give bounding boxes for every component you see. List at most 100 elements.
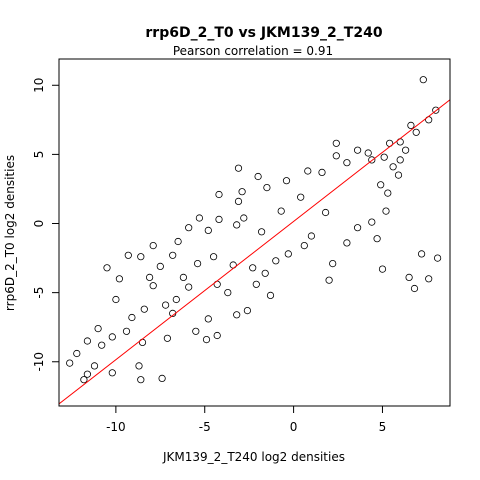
data-point (353, 224, 362, 232)
data-point (332, 152, 340, 160)
data-point (252, 280, 260, 288)
data-point (169, 251, 177, 259)
data-point (325, 276, 333, 284)
x-tick-label: 5 (379, 420, 387, 434)
data-point (384, 189, 392, 197)
data-point (149, 242, 157, 250)
data-point (215, 190, 223, 199)
y-tick-label: 0 (32, 220, 46, 228)
data-point (179, 273, 187, 281)
data-point (108, 369, 116, 377)
y-tick-label: 10 (32, 78, 46, 93)
data-point (243, 306, 251, 315)
x-axis-label: JKM139_2_T240 log2 densities (162, 450, 345, 464)
points-layer (66, 76, 442, 384)
data-point (234, 164, 243, 172)
data-point (83, 370, 92, 378)
data-point (353, 146, 362, 154)
data-point (261, 269, 269, 277)
chart-subtitle: Pearson correlation = 0.91 (173, 44, 333, 58)
chart-title: rrp6D_2_T0 vs JKM139_2_T240 (145, 25, 382, 41)
data-point (373, 235, 381, 243)
y-tick-label: -10 (32, 352, 46, 372)
data-point (185, 283, 193, 291)
data-point (156, 262, 164, 270)
plot-frame (58, 58, 451, 407)
data-point (238, 188, 246, 196)
data-point (94, 324, 102, 333)
data-point (66, 359, 74, 367)
data-point (149, 282, 157, 290)
data-point (224, 288, 232, 297)
data-point (213, 331, 221, 340)
y-axis-label: rrp6D_2_T0 log2 densities (3, 155, 17, 311)
data-point (210, 253, 218, 261)
data-point (158, 374, 166, 382)
data-point (140, 305, 148, 313)
x-tick-label: -10 (106, 420, 126, 434)
data-point (343, 159, 351, 167)
data-point (115, 275, 124, 283)
data-point (90, 362, 99, 370)
data-point (122, 327, 131, 335)
data-point (174, 237, 182, 246)
data-point (389, 163, 397, 171)
data-point (282, 177, 291, 185)
data-point (254, 172, 262, 181)
data-point (263, 184, 271, 192)
data-point (321, 208, 330, 217)
data-point (368, 218, 376, 226)
data-point (417, 250, 426, 258)
data-point (277, 207, 285, 215)
data-point (185, 224, 193, 232)
data-point (407, 121, 415, 130)
data-point (135, 362, 143, 370)
fit-layer (59, 99, 450, 405)
data-point (394, 171, 403, 179)
data-point (112, 295, 120, 304)
data-point (249, 264, 257, 272)
data-point (103, 264, 111, 272)
data-point (73, 349, 81, 358)
data-point (195, 214, 203, 222)
data-point (401, 146, 410, 154)
x-tick-label: 0 (290, 420, 298, 434)
data-point (202, 335, 211, 344)
data-point (233, 311, 241, 319)
data-point (215, 215, 223, 223)
x-tick-label: -5 (199, 420, 211, 434)
data-point (364, 149, 372, 157)
data-point (98, 341, 106, 349)
data-point (300, 242, 308, 250)
data-point (332, 139, 340, 147)
data-point (378, 265, 387, 273)
x-axis: -10 -5 0 5 (106, 405, 387, 434)
data-point (162, 301, 170, 309)
data-point (272, 257, 280, 265)
y-tick-label: 5 (32, 151, 46, 159)
data-point (307, 232, 315, 240)
data-point (382, 207, 390, 215)
data-point (204, 226, 212, 234)
data-point (83, 337, 92, 345)
data-point (80, 376, 88, 384)
data-point (368, 156, 376, 164)
data-point (137, 376, 145, 384)
data-point (204, 315, 212, 323)
data-point (137, 253, 145, 261)
data-point (128, 313, 136, 322)
data-point (396, 156, 404, 164)
data-point (412, 128, 420, 136)
data-point (240, 214, 248, 222)
data-point (194, 259, 202, 268)
data-point (419, 76, 427, 84)
data-point (266, 291, 275, 299)
data-point (108, 333, 116, 341)
data-point (410, 284, 419, 293)
plot-area (58, 58, 451, 407)
data-point (163, 334, 171, 342)
data-point (304, 167, 312, 175)
y-tick-label: -5 (32, 287, 46, 299)
y-axis: -10 -5 0 5 10 (32, 78, 60, 372)
data-point (297, 193, 305, 201)
